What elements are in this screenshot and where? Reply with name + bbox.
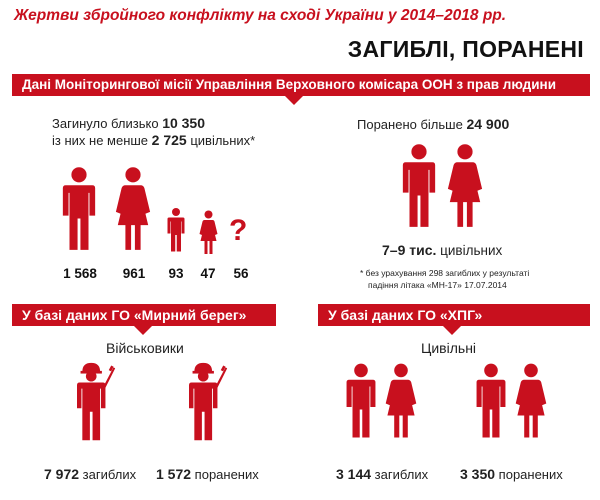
civil-killed: 3 144 загиблих [336,466,429,482]
count-girls: 47 [200,266,216,281]
un-section-title: Дані Моніторингової місії Управління Вер… [22,77,557,92]
banner-pointer [443,326,461,335]
woman-icon [114,163,152,255]
question-icon: ? [229,214,248,247]
un-section-banner: Дані Моніторингової місії Управління Вер… [12,74,590,96]
wounded-total-value: 24 900 [466,116,510,132]
killed-civil-value: 2 725 [151,132,187,148]
myrnyi-section-title: У базі даних ГО «Мирний берег» [22,307,247,323]
soldier-icon [182,362,228,442]
wounded-total-line: Поранено більше 24 900 [357,116,510,132]
woman-icon [514,360,548,442]
killed-total-line: Загинуло близько 10 350 [52,115,206,131]
footnote-line-1: * без урахування 298 загиблих у результа… [360,268,530,278]
woman-icon [384,360,418,442]
section-heading: ЗАГИБЛІ, ПОРАНЕНІ [347,36,584,62]
man-icon [400,140,438,232]
banner-pointer [134,326,152,335]
civil-wounded: 3 350 поранених [460,466,563,482]
hpg-section-title: У базі даних ГО «ХПГ» [328,307,483,323]
girl-icon [198,210,219,255]
killed-total-value: 10 350 [162,115,206,131]
man-icon [344,360,378,442]
man-icon [60,163,98,255]
civil-subtitle: Цивільні [421,340,477,356]
military-wounded: 1 572 поранених [156,466,259,482]
soldier-icon [70,362,116,442]
boy-icon [166,206,186,254]
myrnyi-section-banner: У базі даних ГО «Мирний берег» [12,304,276,326]
page-title: Жертви збройного конфлікту на сході Укра… [14,7,507,24]
hpg-section-banner: У базі даних ГО «ХПГ» [318,304,590,326]
count-women: 961 [122,266,146,281]
count-boys: 93 [168,266,184,281]
killed-civil-line: із них не менше 2 725 цивільних* [52,132,256,148]
man-icon [474,360,508,442]
military-killed: 7 972 загиблих [44,466,137,482]
woman-icon [446,140,484,232]
wounded-civil-line: 7–9 тис. цивільних [382,242,503,258]
footnote-line-2: падіння літака «МН-17» 17.07.2014 [368,280,507,290]
banner-pointer [285,96,303,105]
wounded-civil-value: 7–9 тис. [382,242,437,258]
count-unknown: 56 [233,266,249,281]
military-subtitle: Військовики [106,340,184,356]
count-men: 1 568 [63,266,97,281]
